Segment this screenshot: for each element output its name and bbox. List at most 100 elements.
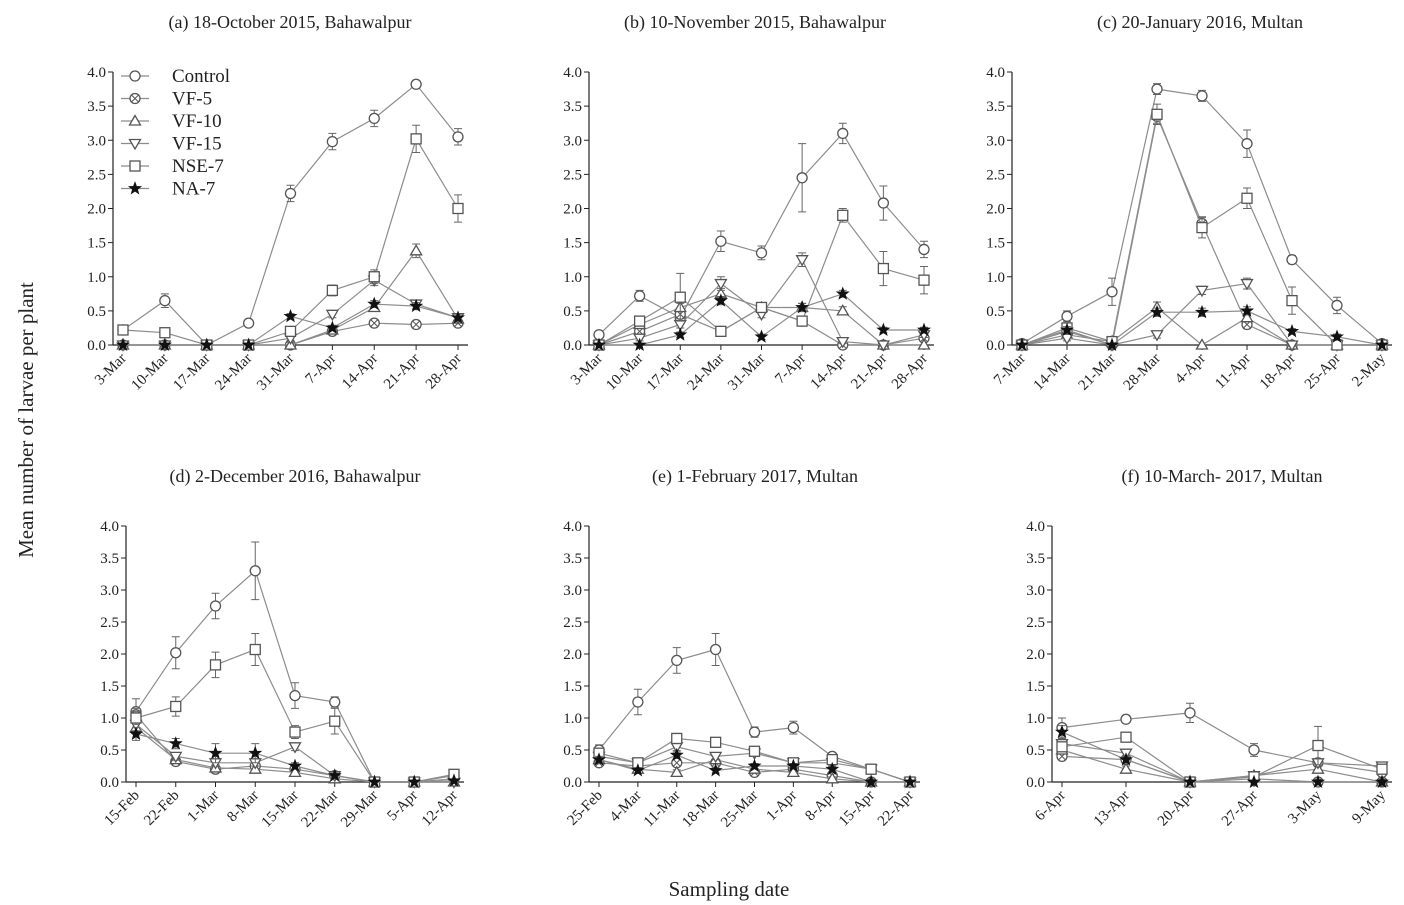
data-point [325, 320, 340, 334]
y-tick-label: 3.0 [563, 583, 582, 599]
y-tick-label: 2.5 [563, 615, 582, 631]
data-point [284, 187, 297, 200]
y-tick-label: 3.5 [100, 551, 119, 567]
x-tick-label: 22-Apr [875, 788, 917, 830]
data-point [1284, 323, 1300, 338]
data-point [367, 774, 382, 788]
x-tick-label: 18-Apr [1257, 351, 1299, 393]
y-tick-label: 2.0 [563, 202, 582, 218]
y-tick-label: 4.0 [563, 519, 582, 535]
data-point [289, 689, 301, 702]
data-point [115, 337, 131, 351]
x-tick-label: 4-Mar [607, 788, 645, 826]
x-tick-label: 9-May [1349, 787, 1389, 827]
data-point [1182, 774, 1198, 788]
x-tick-label: 6-Apr [1032, 788, 1069, 825]
data-point [326, 135, 339, 148]
legend-marker-vf-5 [129, 92, 141, 105]
legend-label: VF-5 [172, 89, 212, 110]
x-tick-label: 29-Mar [338, 788, 381, 831]
legend-marker-vf-15 [128, 138, 142, 151]
data-point [1150, 330, 1164, 342]
x-tick-label: 20-Apr [1155, 788, 1197, 830]
data-point [674, 291, 686, 303]
series-na-7 [591, 286, 932, 351]
x-tick-label: 22-Mar [298, 788, 341, 831]
data-point [169, 751, 183, 764]
y-tick-label: 4.0 [563, 65, 582, 81]
x-tick-label: 17-Mar [170, 351, 213, 394]
data-point [283, 308, 298, 323]
x-tick-label: 10-Mar [129, 351, 172, 394]
x-tick-label: 3-Mar [92, 351, 130, 389]
data-point [902, 774, 918, 788]
data-point [748, 726, 761, 738]
data-point [916, 322, 932, 336]
data-point [1310, 774, 1326, 788]
y-tick-label: 2.0 [986, 202, 1005, 218]
legend-marker-control [129, 70, 141, 82]
data-point [1286, 254, 1298, 266]
data-point [130, 712, 142, 724]
legend-item-vf-10: VF-10 [121, 111, 222, 132]
y-tick-label: 3.5 [563, 99, 582, 115]
series-na-7 [128, 726, 462, 788]
series-nse-7 [593, 208, 930, 351]
data-point [747, 758, 762, 772]
panel-a: (a) 18-October 2015, Bahawalpur 0.0 0.5 1.0… [87, 12, 468, 394]
data-point [329, 715, 341, 727]
x-tick-label: 25-Apr [1302, 351, 1344, 393]
data-point [825, 761, 840, 776]
data-point [1239, 303, 1255, 317]
y-tick-label: 0.5 [563, 304, 582, 320]
data-point [633, 290, 646, 302]
data-point [241, 337, 256, 351]
data-point [835, 286, 850, 300]
series-line [1061, 743, 1383, 783]
x-tick-label: 15-Mar [259, 788, 302, 831]
data-point [1119, 762, 1133, 774]
y-tick-label: 2.5 [986, 167, 1005, 183]
legend-item-vf-15: VF-15 [121, 134, 222, 155]
series-control [593, 122, 930, 341]
y-tick-label: 0.5 [1026, 743, 1045, 759]
x-tick-label: 28-Apr [889, 351, 931, 393]
x-tick-label: 5-Apr [384, 788, 421, 825]
y-axis-title: Mean number of larvae per plant [14, 282, 38, 558]
data-point [287, 758, 303, 772]
data-point [917, 338, 931, 350]
x-tick-label: 28-Mar [1121, 351, 1164, 394]
data-point [671, 654, 683, 667]
data-point [714, 278, 728, 291]
x-tick-label: 12-Apr [419, 788, 461, 830]
panel-title: (b) 10-November 2015, Bahawalpur [624, 12, 886, 33]
data-point [836, 304, 850, 316]
series-nse-7 [1056, 725, 1388, 788]
y-tick-label: 2.5 [100, 615, 119, 631]
data-point [288, 742, 302, 754]
data-point [918, 243, 930, 256]
data-point [168, 736, 183, 750]
x-tick-label: 7-Apr [303, 351, 340, 388]
series-line [1061, 712, 1383, 773]
y-tick-label: 0.5 [986, 304, 1005, 320]
data-point [446, 773, 462, 787]
data-point [1195, 285, 1209, 298]
y-tick-label: 1.5 [986, 236, 1005, 252]
data-point [1120, 731, 1132, 743]
y-tick-label: 2.0 [100, 647, 119, 663]
data-point [410, 318, 422, 331]
x-tick-label: 2-May [1349, 350, 1389, 390]
data-point [1194, 304, 1210, 319]
data-point [786, 758, 801, 772]
x-tick-label: 15-Feb [101, 788, 142, 829]
x-tick-label: 27-Apr [1219, 788, 1261, 830]
data-point [748, 745, 761, 757]
legend-label: NSE-7 [172, 156, 224, 177]
series-line [1061, 731, 1382, 783]
y-tick-label: 1.0 [986, 270, 1005, 286]
y-tick-label: 1.0 [563, 270, 582, 286]
data-point [755, 301, 768, 314]
legend-label: NA-7 [172, 179, 215, 200]
